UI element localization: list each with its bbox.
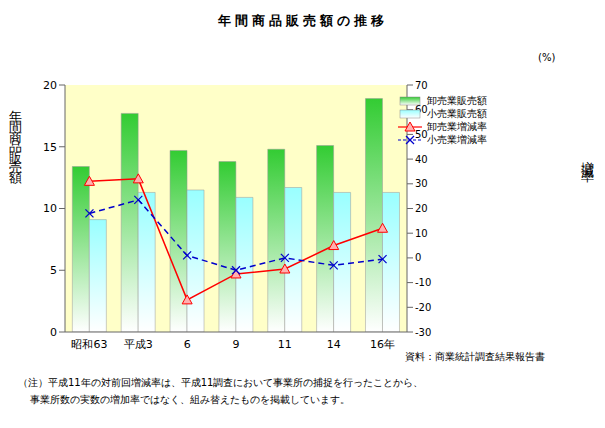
html-text:資料：商業統計調査結果報告書: 資料：商業統計調査結果報告書 [405, 351, 545, 362]
svg-text:40: 40 [415, 154, 428, 165]
svg-text:30: 30 [415, 178, 428, 189]
svg-text:11: 11 [278, 338, 292, 351]
svg-text:15: 15 [43, 141, 57, 154]
html-text:卸売業増減率: 卸売業増減率 [427, 120, 487, 132]
svg-text:6: 6 [184, 338, 191, 351]
svg-text:-10: -10 [415, 277, 431, 288]
svg-text:14: 14 [327, 338, 341, 351]
svg-text:20: 20 [415, 203, 428, 214]
html-text:増減率: 増減率 [580, 150, 595, 162]
svg-text:10: 10 [43, 202, 57, 215]
svg-text:20: 20 [43, 79, 57, 92]
svg-text:70: 70 [415, 80, 428, 91]
html-text:小売業販売額: 小売業販売額 [427, 107, 487, 119]
svg-text:5: 5 [50, 264, 57, 277]
svg-text:16年: 16年 [370, 338, 395, 351]
html-text:事業所数の実数の増加率ではなく、組み替えたものを掲載していま: 事業所数の実数の増加率ではなく、組み替えたものを掲載しています。 [30, 394, 350, 405]
html-text:年間商品販売額の推移: 年間商品販売額の推移 [217, 13, 388, 28]
svg-text:平成3: 平成3 [124, 338, 153, 351]
svg-text:0: 0 [50, 326, 57, 339]
svg-text:昭和63: 昭和63 [71, 338, 107, 351]
svg-text:10: 10 [415, 228, 428, 239]
svg-text:-30: -30 [415, 327, 431, 338]
html-text:小売業増減率: 小売業増減率 [427, 133, 487, 145]
svg-text:60: 60 [415, 104, 428, 115]
svg-text:50: 50 [415, 129, 428, 140]
html-text:年間商品販売額: 年間商品販売額 [8, 100, 23, 170]
svg-text:-20: -20 [415, 302, 431, 313]
html-text:（注）平成11年の対前回増減率は、平成11調査において事業所: （注）平成11年の対前回増減率は、平成11調査において事業所の捕捉を行ったことか… [18, 377, 424, 388]
svg-text:9: 9 [233, 338, 240, 351]
html-text:卸売業販売額: 卸売業販売額 [427, 94, 487, 106]
svg-text:0: 0 [415, 252, 421, 263]
